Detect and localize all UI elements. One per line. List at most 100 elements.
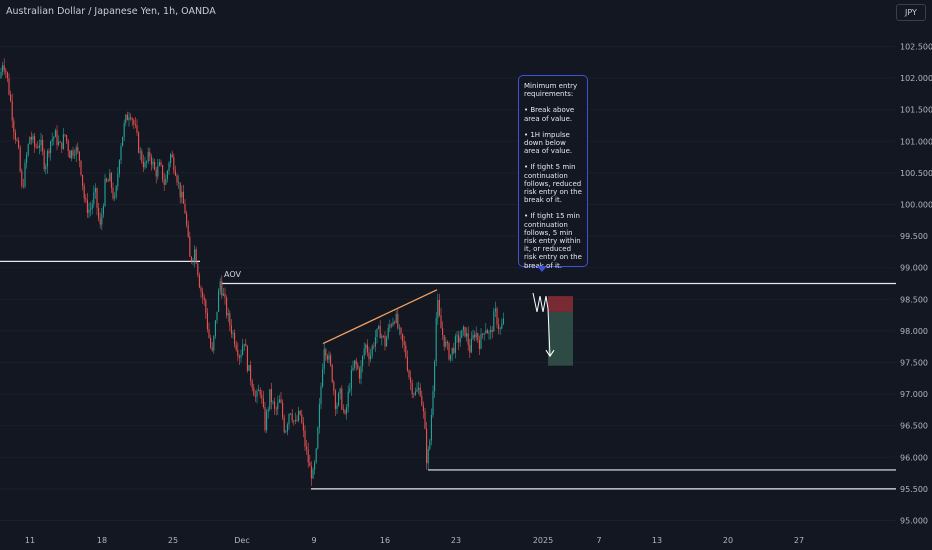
candle-body: [293, 420, 295, 422]
candle-body: [277, 402, 279, 410]
candle-body: [298, 410, 300, 421]
candle-body: [179, 182, 181, 198]
candle-body: [259, 389, 261, 395]
candle-body: [442, 328, 444, 335]
candle-body: [462, 326, 464, 331]
candle-body: [203, 297, 205, 301]
x-tick-label: 7: [596, 536, 601, 545]
aov-layer: AOV: [224, 270, 241, 279]
candle-body: [443, 334, 445, 347]
candle-body: [195, 249, 197, 264]
candle-body: [197, 263, 199, 275]
x-tick-label: 20: [723, 536, 733, 545]
annotation-note[interactable]: Minimum entry requirements: • Break abov…: [518, 75, 588, 270]
x-tick-label: 9: [311, 536, 316, 545]
candle-body: [165, 178, 167, 185]
candle-body: [424, 411, 426, 429]
candle-body: [74, 154, 76, 156]
candle-body: [394, 322, 396, 324]
candle-body: [160, 162, 162, 165]
candle-body: [136, 125, 138, 133]
candle-body: [270, 389, 272, 402]
candle-body: [357, 364, 359, 369]
candle-body: [406, 357, 408, 371]
aov-label: AOV: [224, 270, 241, 279]
candle-body: [411, 382, 413, 394]
candle-body: [131, 118, 133, 121]
candle-body: [362, 356, 364, 366]
note-line: • 1H impulse down below area of value.: [524, 130, 573, 156]
candle-body: [101, 214, 103, 225]
candle-body: [283, 417, 285, 432]
candle-body: [320, 386, 322, 405]
candle-body: [5, 70, 7, 73]
candle-body: [451, 347, 453, 355]
candle-body: [339, 388, 341, 394]
candle-body: [326, 356, 328, 360]
candle-body: [378, 326, 380, 329]
candle-body: [219, 281, 221, 291]
position-box: [548, 296, 573, 366]
candle-body: [67, 141, 69, 151]
candle-body: [346, 407, 348, 414]
candle-body: [477, 333, 479, 340]
x-tick-label: 16: [380, 536, 390, 545]
candle-body: [162, 164, 164, 181]
candle-body: [349, 388, 351, 392]
candle-body: [192, 259, 194, 262]
candle-body: [328, 355, 330, 360]
candle-body: [251, 380, 253, 388]
candle-body: [354, 360, 356, 368]
candle-body: [29, 136, 31, 145]
candle-body: [226, 297, 228, 316]
candle-body: [168, 162, 170, 171]
candle-body: [387, 327, 389, 338]
candle-body: [299, 410, 301, 415]
candle-body: [261, 394, 263, 398]
candle-body: [288, 414, 290, 425]
candle-body: [46, 151, 48, 167]
candle-body: [414, 391, 416, 395]
candle-body: [98, 207, 100, 219]
candle-body: [85, 198, 87, 200]
candle-body: [16, 139, 18, 141]
candle-body: [91, 203, 93, 210]
candle-body: [77, 147, 79, 152]
candle-body: [269, 389, 271, 409]
candle-body: [43, 151, 45, 170]
candle-body: [307, 449, 309, 463]
candle-body: [35, 146, 37, 148]
candle-body: [430, 415, 432, 441]
candle-body: [234, 332, 236, 345]
gridlines: [0, 46, 895, 521]
candle-body: [494, 308, 496, 312]
candle-body: [427, 449, 429, 464]
candle-body: [352, 367, 354, 371]
currency-button[interactable]: JPY: [896, 4, 926, 21]
candle-body: [96, 188, 98, 208]
candle-body: [486, 330, 488, 334]
candle-body: [213, 335, 215, 351]
candle-body: [157, 165, 159, 177]
candle-body: [30, 136, 32, 140]
candle-body: [238, 356, 240, 358]
candle-body: [128, 117, 130, 121]
candle-body: [38, 145, 40, 148]
candle-body: [474, 335, 476, 338]
candle-body: [104, 178, 106, 206]
candle-body: [381, 335, 383, 339]
y-tick-label: 95.500: [900, 485, 928, 494]
y-tick-label: 96.000: [900, 453, 928, 462]
candle-body: [448, 343, 450, 360]
candle-body: [432, 391, 434, 416]
candle-body: [75, 147, 77, 155]
horizontal-levels: [0, 260, 896, 490]
candle-body: [306, 446, 308, 450]
candle-body: [342, 409, 344, 411]
candle-body: [408, 370, 410, 378]
candle-body: [141, 151, 143, 162]
candle-body: [245, 343, 247, 347]
x-tick-label: 27: [794, 536, 804, 545]
candle-body: [21, 171, 23, 186]
